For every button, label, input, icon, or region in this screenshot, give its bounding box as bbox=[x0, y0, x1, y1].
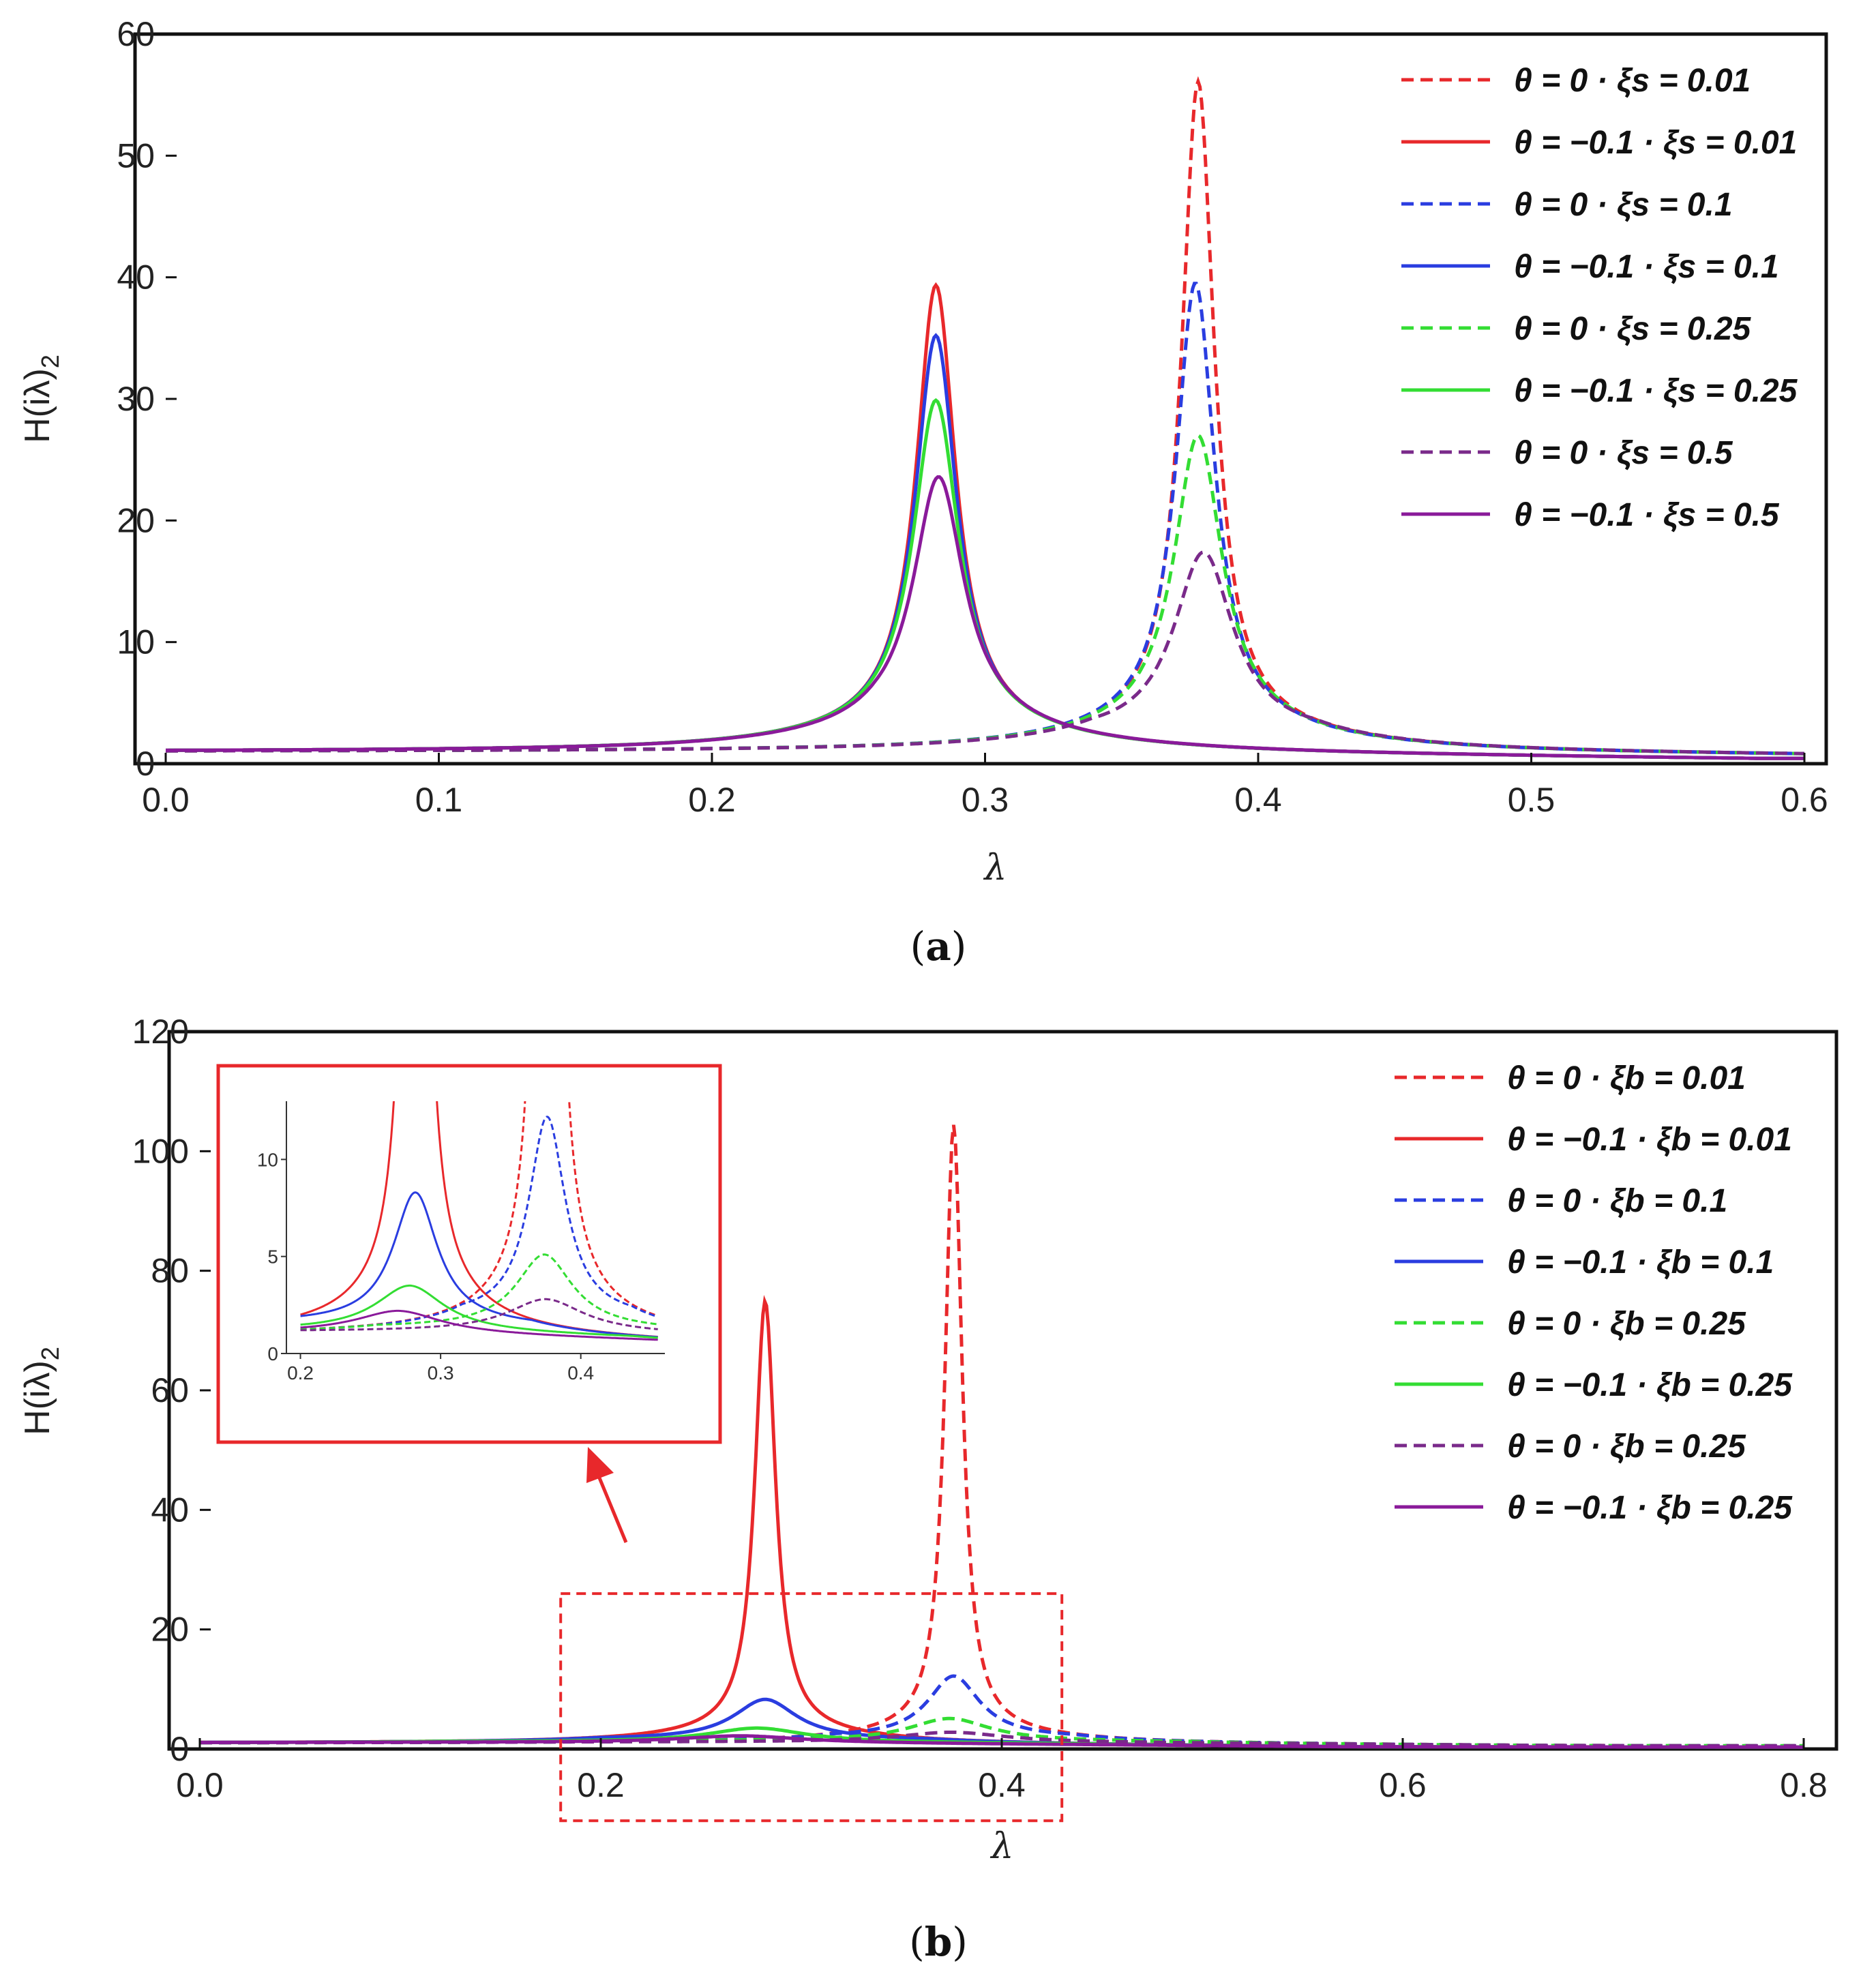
inset-y-tick-label: 10 bbox=[257, 1149, 278, 1170]
x-tick-label: 0.8 bbox=[1780, 1766, 1828, 1804]
x-tick-label: 0.4 bbox=[978, 1766, 1026, 1804]
y-tick-label: 100 bbox=[132, 1132, 189, 1170]
x-tick-label: 0.5 bbox=[1508, 781, 1555, 819]
chart-a-ylabel: H(iλ)2 bbox=[18, 355, 64, 443]
chart-a-plot bbox=[166, 76, 1804, 760]
y-tick-label: 60 bbox=[117, 15, 155, 53]
inset-frame bbox=[216, 1064, 722, 1444]
chart-a-frame bbox=[133, 32, 1828, 766]
chart-b-zoom-region bbox=[559, 1592, 1064, 1823]
x-tick-label: 0.3 bbox=[962, 781, 1009, 819]
legend-label: θ = 0 · ξb = 0.01 bbox=[1507, 1060, 1746, 1096]
x-tick-label: 0.1 bbox=[415, 781, 463, 819]
chart-a-caption: (a) bbox=[910, 923, 967, 970]
inset-x-tick-label: 0.3 bbox=[428, 1362, 454, 1384]
inset-arrow-head bbox=[586, 1447, 614, 1483]
legend-label: θ = −0.1 · ξb = 0.1 bbox=[1507, 1244, 1774, 1281]
legend-label: θ = −0.1 · ξs = 0.25 bbox=[1514, 373, 1798, 409]
y-tick-label: 30 bbox=[117, 380, 155, 418]
y-tick-label: 20 bbox=[151, 1611, 189, 1649]
legend-label: θ = −0.1 · ξb = 0.01 bbox=[1507, 1122, 1792, 1158]
chart-b-caption: (b) bbox=[909, 1919, 968, 1965]
chart-b-ylabel-main: H(iλ) bbox=[18, 1360, 57, 1435]
legend-label: θ = 0 · ξs = 0.25 bbox=[1514, 311, 1752, 347]
inset-series-line-5 bbox=[300, 1284, 658, 1339]
y-tick-label: 10 bbox=[117, 623, 155, 661]
chart-b-legend: θ = 0 · ξb = 0.01 θ = −0.1 · ξb = 0.01 θ =… bbox=[1395, 1060, 1793, 1526]
zoom-region-box bbox=[559, 1592, 1064, 1823]
legend-label: θ = 0 · ξb = 0.25 bbox=[1507, 1429, 1746, 1465]
chart-b-y-ticks: 0 20 40 60 80 100 120 bbox=[132, 1013, 211, 1768]
legend-label: θ = −0.1 · ξb = 0.25 bbox=[1507, 1367, 1793, 1403]
chart-a: 0.0 0.1 0.2 0.3 0.4 0.5 0.6 0 10 20 30 40 50 60 λ H(… bbox=[18, 15, 1828, 970]
series-line-a-4 bbox=[166, 433, 1804, 756]
inset-arrow bbox=[586, 1447, 628, 1543]
chart-b-caption-letter: b bbox=[925, 1919, 953, 1965]
chart-a-xlabel: λ bbox=[983, 848, 1007, 888]
chart-b-x-ticks: 0.0 0.2 0.4 0.6 0.8 bbox=[176, 1738, 1828, 1804]
inset-series-line-3 bbox=[300, 1191, 658, 1339]
x-tick-label: 0.0 bbox=[176, 1766, 224, 1804]
chart-a-legend: θ = 0 · ξs = 0.01 θ = −0.1 · ξs = 0.01 θ =… bbox=[1401, 63, 1798, 533]
chart-b-ylabel-sub: 2 bbox=[36, 1347, 64, 1360]
y-tick-label: 120 bbox=[132, 1013, 189, 1051]
chart-a-y-ticks: 0 10 20 30 40 50 60 bbox=[117, 15, 177, 783]
chart-a-ylabel-main: H(iλ) bbox=[18, 368, 57, 443]
inset-x-tick-label: 0.2 bbox=[287, 1362, 314, 1384]
x-tick-label: 0.0 bbox=[142, 781, 190, 819]
y-tick-label: 60 bbox=[151, 1371, 189, 1409]
inset-y-tick-label: 5 bbox=[267, 1246, 278, 1268]
inset-series-line-7 bbox=[300, 1309, 658, 1341]
y-tick-label: 0 bbox=[170, 1730, 189, 1768]
inset-y-tick-label: 0 bbox=[267, 1343, 278, 1364]
x-tick-label: 0.4 bbox=[1234, 781, 1282, 819]
chart-b-ylabel: H(iλ)2 bbox=[18, 1347, 64, 1435]
chart-a-x-ticks: 0.0 0.1 0.2 0.3 0.4 0.5 0.6 bbox=[142, 753, 1828, 819]
legend-label: θ = 0 · ξs = 0.01 bbox=[1514, 63, 1751, 99]
inset-series-line-6 bbox=[300, 1298, 658, 1332]
x-tick-label: 0.6 bbox=[1781, 781, 1828, 819]
legend-label: θ = 0 · ξb = 0.25 bbox=[1507, 1306, 1746, 1342]
legend-label: θ = −0.1 · ξs = 0.5 bbox=[1514, 497, 1780, 533]
y-tick-label: 50 bbox=[117, 136, 155, 175]
chart-b-xlabel: λ bbox=[990, 1826, 1014, 1867]
legend-label: θ = 0 · ξb = 0.1 bbox=[1507, 1183, 1727, 1219]
legend-label: θ = 0 · ξs = 0.1 bbox=[1514, 187, 1733, 223]
y-tick-label: 0 bbox=[136, 745, 155, 783]
legend-label: θ = −0.1 · ξs = 0.01 bbox=[1514, 125, 1797, 161]
y-tick-label: 40 bbox=[151, 1491, 189, 1529]
chart-a-ylabel-sub: 2 bbox=[36, 355, 64, 368]
y-tick-label: 80 bbox=[151, 1252, 189, 1290]
chart-a-caption-letter: a bbox=[925, 923, 951, 970]
x-tick-label: 0.6 bbox=[1379, 1766, 1427, 1804]
y-tick-label: 20 bbox=[117, 501, 155, 539]
legend-label: θ = 0 · ξs = 0.5 bbox=[1514, 435, 1733, 471]
y-tick-label: 40 bbox=[117, 258, 155, 297]
inset-x-tick-label: 0.4 bbox=[567, 1362, 594, 1384]
x-tick-label: 0.2 bbox=[577, 1766, 625, 1804]
legend-label: θ = −0.1 · ξs = 0.1 bbox=[1514, 249, 1779, 285]
legend-label: θ = −0.1 · ξb = 0.25 bbox=[1507, 1490, 1793, 1526]
inset-series-line-4 bbox=[300, 1253, 658, 1331]
inset-arrow-line bbox=[597, 1476, 628, 1543]
chart-b-inset: 0.2 0.3 0.4 0 5 10 bbox=[216, 1064, 722, 1444]
x-tick-label: 0.2 bbox=[688, 781, 736, 819]
